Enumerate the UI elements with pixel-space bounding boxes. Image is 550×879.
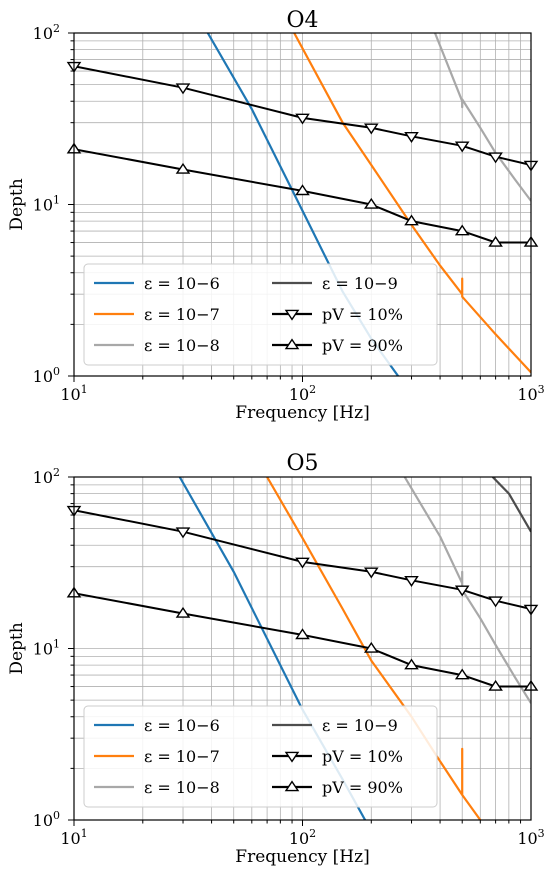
legend-label: ε = 10−8 (144, 336, 220, 355)
legend-item: ε = 10−6 (94, 716, 220, 735)
chart-title: O4 (286, 8, 318, 33)
legend-label: pV = 10% (322, 305, 403, 324)
x-tick-label: 102 (289, 383, 316, 404)
y-tick-label: 102 (33, 22, 60, 43)
data-point (488, 596, 503, 608)
legend-item: pV = 90% (272, 778, 403, 797)
legend-item: ε = 10−7 (94, 305, 220, 324)
data-point (454, 585, 470, 597)
legend-label: pV = 90% (322, 778, 403, 797)
legend-item: ε = 10−9 (272, 716, 398, 735)
series-eps-2-line (433, 33, 531, 202)
data-point (404, 214, 419, 226)
y-tick-label: 101 (33, 194, 60, 215)
legend-label: pV = 10% (322, 747, 403, 766)
x-tick-label: 103 (517, 827, 544, 848)
series-eps-3-line (491, 477, 531, 533)
legend-item: pV = 90% (272, 336, 403, 355)
x-tick-label: 101 (60, 383, 87, 404)
y-axis-label: Depth (7, 178, 27, 230)
y-tick-label: 102 (33, 466, 60, 487)
data-point (404, 131, 419, 143)
legend-label: ε = 10−6 (144, 716, 220, 735)
data-point (175, 83, 191, 95)
data-point (363, 197, 379, 209)
x-tick-label: 102 (289, 827, 316, 848)
data-point (404, 576, 419, 587)
legend-item: ε = 10−9 (272, 274, 398, 293)
data-point (454, 224, 470, 236)
legend-label: pV = 90% (322, 336, 403, 355)
legend-item: ε = 10−7 (94, 747, 220, 766)
data-point (454, 668, 470, 680)
data-point (175, 606, 191, 618)
tick-marks (68, 32, 522, 382)
series-pv-90-line (74, 148, 531, 244)
legend-label: ε = 10−6 (144, 274, 220, 293)
data-point (363, 641, 379, 653)
data-point (488, 152, 503, 164)
chart-title: O5 (286, 451, 318, 476)
data-point (295, 628, 310, 640)
data-point (295, 557, 310, 569)
legend: ε = 10−6 ε = 10−7 ε = 10−8 ε = 10−9 pV = 10%… (83, 705, 438, 808)
legend-item: pV = 10% (272, 747, 403, 766)
legend-marker (284, 780, 300, 792)
data-point (295, 113, 310, 125)
tick-marks (68, 476, 522, 826)
legend-marker (284, 309, 300, 321)
y-tick-label: 100 (33, 809, 60, 830)
data-point (175, 162, 191, 174)
series-pv-90-line (74, 592, 531, 688)
legend-item: ε = 10−6 (94, 274, 220, 293)
data-point (175, 527, 191, 539)
legend-label: ε = 10−9 (322, 716, 398, 735)
y-tick-label: 100 (33, 365, 60, 386)
series-eps-1-line (293, 33, 531, 374)
legend-item: ε = 10−8 (94, 336, 220, 355)
legend-box (83, 705, 438, 808)
legend-item: ε = 10−8 (94, 778, 220, 797)
y-axis-label: Depth (7, 622, 27, 674)
x-axis-label: Frequency [Hz] (235, 847, 369, 867)
legend-label: ε = 10−7 (144, 305, 220, 324)
legend-label: ε = 10−8 (144, 778, 220, 797)
legend: ε = 10−6 ε = 10−7 ε = 10−8 ε = 10−9 pV = 10%… (83, 263, 438, 366)
data-point (488, 679, 503, 691)
data-point (363, 567, 379, 579)
legend-marker (284, 751, 300, 763)
data-point (488, 235, 503, 247)
legend-label: ε = 10−9 (322, 274, 398, 293)
series-eps-2-line (403, 477, 531, 704)
x-tick-label: 101 (60, 827, 87, 848)
data-point (295, 184, 310, 196)
x-tick-label: 103 (517, 383, 544, 404)
data-point (363, 123, 379, 135)
data-point (454, 141, 470, 153)
legend-label: ε = 10−7 (144, 747, 220, 766)
legend-item: pV = 10% (272, 305, 403, 324)
legend-marker (284, 338, 300, 350)
data-point (404, 658, 419, 670)
legend-box (83, 263, 438, 366)
y-tick-label: 101 (33, 638, 60, 659)
x-axis-label: Frequency [Hz] (235, 403, 369, 423)
